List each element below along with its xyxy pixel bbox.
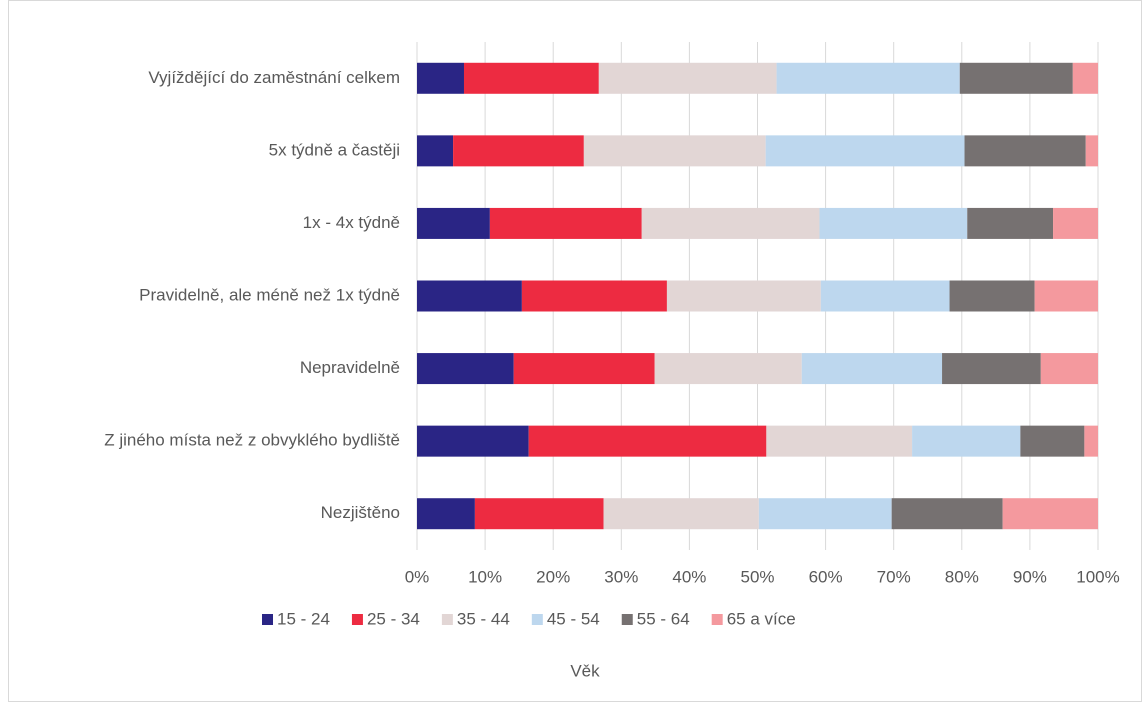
legend-swatch: [531, 614, 543, 625]
bar-segment: [513, 353, 655, 385]
bar-segment: [891, 498, 1003, 530]
legend-swatch: [441, 614, 453, 625]
x-tick-label: 60%: [809, 567, 843, 586]
bar-segment: [1084, 425, 1098, 457]
bar-segment: [967, 207, 1054, 239]
y-tick-label: Z jiného místa než z obvyklého bydliště: [104, 431, 400, 450]
x-tick-label: 10%: [468, 567, 502, 586]
bar-segment: [801, 353, 943, 385]
bar-segment: [417, 207, 490, 239]
bar-segment: [1085, 135, 1098, 167]
bar-segment: [598, 62, 777, 94]
y-tick-label: Pravidelně, ale méně než 1x týdně: [139, 285, 400, 304]
bar-segment: [765, 135, 965, 167]
x-tick-label: 70%: [877, 567, 911, 586]
bar-segment: [942, 353, 1041, 385]
bar-segment: [1002, 498, 1098, 530]
bar-segment: [1072, 62, 1098, 94]
bar-segment: [521, 280, 667, 312]
bar-segment: [654, 353, 802, 385]
bar-segment: [417, 425, 529, 457]
legend-label: 15 - 24: [277, 609, 330, 628]
legend-swatch: [262, 614, 273, 625]
bar-segment: [1020, 425, 1085, 457]
bar-segment: [641, 207, 820, 239]
x-tick-label: 90%: [1013, 567, 1047, 586]
bar-segment: [417, 353, 514, 385]
bar-segment: [417, 498, 475, 530]
bar-segment: [666, 280, 821, 312]
bar-segment: [528, 425, 767, 457]
bar-segment: [912, 425, 1021, 457]
bar-segment: [417, 280, 522, 312]
bar-segment: [1034, 280, 1098, 312]
bar-segment: [949, 280, 1035, 312]
y-tick-label: 1x - 4x týdně: [303, 213, 400, 232]
x-tick-label: 40%: [672, 567, 706, 586]
legend-label: 25 - 34: [367, 609, 420, 628]
bar-segment: [959, 62, 1073, 94]
bar-segment: [776, 62, 960, 94]
legend-swatch: [351, 614, 363, 625]
legend-label: 55 - 64: [637, 609, 690, 628]
legend-swatch: [711, 614, 723, 625]
x-tick-label: 80%: [945, 567, 979, 586]
bar-segment: [453, 135, 584, 167]
y-tick-label: Vyjíždějící do zaměstnání celkem: [148, 68, 400, 87]
bar-segment: [474, 498, 604, 530]
x-tick-label: 50%: [740, 567, 774, 586]
x-tick-label: 20%: [536, 567, 570, 586]
x-axis-label: Věk: [570, 661, 600, 680]
bar-segment: [417, 135, 454, 167]
bar-segment: [417, 62, 464, 94]
bar-segment: [463, 62, 599, 94]
bar-segment: [766, 425, 913, 457]
y-tick-label: Nepravidelně: [300, 358, 400, 377]
chart-border: [8, 0, 1142, 702]
y-tick-label: Nezjištěno: [321, 503, 400, 522]
bar-segment: [820, 280, 950, 312]
bar-segment: [819, 207, 968, 239]
legend-swatch: [621, 614, 633, 625]
x-tick-label: 100%: [1076, 567, 1119, 586]
bar-segment: [603, 498, 759, 530]
bar-segment: [1053, 207, 1098, 239]
bar-segment: [489, 207, 642, 239]
legend-label: 45 - 54: [547, 609, 600, 628]
legend-label: 35 - 44: [457, 609, 510, 628]
legend-label: 65 a více: [727, 609, 796, 628]
bar-segment: [758, 498, 892, 530]
y-tick-label: 5x týdně a častěji: [269, 140, 400, 159]
bar-segment: [583, 135, 766, 167]
bar-segment: [964, 135, 1086, 167]
x-tick-label: 30%: [604, 567, 638, 586]
x-tick-label: 0%: [405, 567, 430, 586]
bar-segment: [1040, 353, 1098, 385]
